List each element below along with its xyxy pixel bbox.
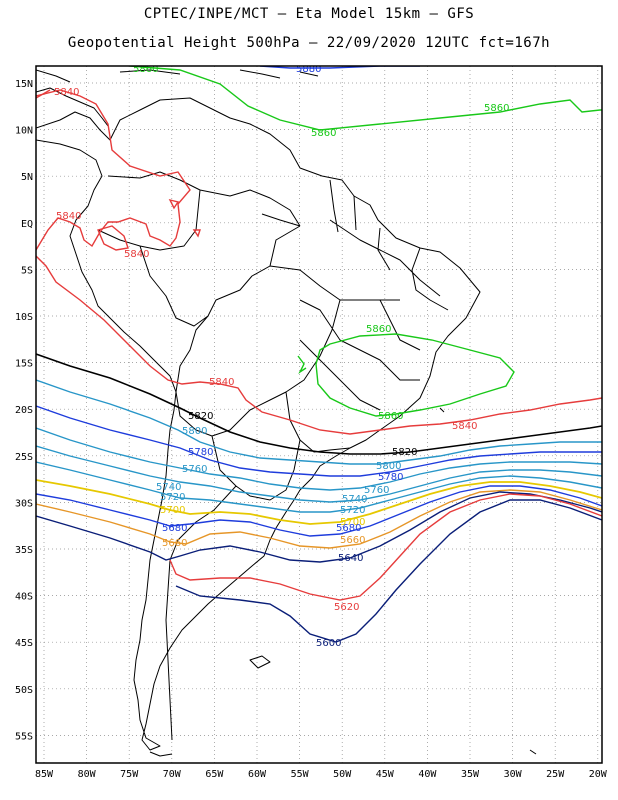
contour-label: 5700 (160, 505, 185, 516)
contour-5700 (36, 479, 602, 525)
chart-subtitle: Geopotential Height 500hPa – 22/09/2020 … (67, 35, 551, 51)
lon-tick-label: 60W (248, 769, 267, 780)
contour-label: 5800 (376, 461, 401, 472)
lon-tick-label: 85W (35, 769, 54, 780)
contour-label: 5840 (452, 421, 477, 432)
lon-tick-label: 25W (546, 769, 565, 780)
contour-label: 5820 (392, 447, 417, 458)
lat-tick-label: 30S (15, 498, 33, 509)
lat-tick-label: 50S (15, 685, 33, 696)
contour-label: 5840 (209, 377, 234, 388)
lon-tick-label: 40W (418, 769, 437, 780)
lon-tick-label: 70W (163, 769, 182, 780)
contour-label: 5760 (182, 464, 207, 475)
contour-5840-mid (36, 255, 602, 435)
lat-tick-label: 45S (15, 638, 33, 649)
contour-label: 5860 (366, 324, 391, 335)
contour-label: 5740 (342, 494, 367, 505)
lat-tick-label: 15S (15, 359, 33, 370)
contour-label: 5700 (340, 517, 365, 528)
contour-label: 5720 (340, 505, 365, 516)
graticule (36, 66, 602, 763)
contour-5860-brazil (315, 333, 515, 417)
contour-5780 (36, 405, 602, 477)
contour-label: 5800 (182, 426, 207, 437)
contour-5660 (36, 489, 602, 549)
lat-tick-label: 35S (15, 545, 33, 556)
lat-tick-label: 10S (15, 312, 33, 323)
contour-layer (36, 66, 602, 643)
lat-tick-label: 55S (15, 731, 33, 742)
contour-label: 5640 (338, 553, 363, 564)
contour-5800 (36, 379, 602, 465)
contour-label: 5780 (378, 472, 403, 483)
lat-tick-label: 5S (21, 265, 33, 276)
contour-5760 (36, 427, 602, 491)
lat-tick-label: 15N (15, 79, 33, 90)
contour-5740 (36, 445, 602, 503)
latitude-labels: 15N 10N 5N EQ 5S 10S 15S 20S 25S 30S 35S 40S 45S 50S 5… (15, 79, 33, 742)
contour-label: 5600 (316, 638, 341, 649)
contour-label: 5860 (484, 103, 509, 114)
lon-tick-label: 50W (333, 769, 352, 780)
contour-5840-loop (97, 225, 129, 251)
lon-tick-label: 45W (376, 769, 395, 780)
contour-label: 5780 (188, 447, 213, 458)
map-frame (35, 65, 603, 764)
contour-label: 5820 (188, 411, 213, 422)
contour-label: 5860 (311, 128, 336, 139)
lon-tick-label: 30W (504, 769, 523, 780)
lon-tick-label: 55W (291, 769, 310, 780)
lat-tick-label: 5N (21, 172, 33, 183)
contour-label: 5840 (56, 211, 81, 222)
contour-label: 5740 (156, 482, 181, 493)
south-america-coast (36, 97, 481, 751)
contour-5880-top (259, 66, 420, 69)
lon-tick-label: 80W (78, 769, 97, 780)
lon-tick-label: 20W (589, 769, 608, 780)
contour-label: 5680 (336, 523, 361, 534)
lon-tick-label: 35W (461, 769, 480, 780)
contour-5860-north (129, 66, 602, 131)
contour-label: 5680 (162, 523, 187, 534)
longitude-labels: 85W 80W 75W 70W 65W 60W 55W 50W 45W 40W 35W 30W 25W 2… (35, 769, 608, 780)
contour-5600 (175, 499, 602, 643)
lat-tick-label: 25S (15, 452, 33, 463)
contour-label: 5760 (364, 485, 389, 496)
contour-label: 5620 (334, 602, 359, 613)
lon-tick-label: 65W (205, 769, 224, 780)
contour-label: 5860 (133, 64, 158, 75)
contour-label: 5660 (340, 535, 365, 546)
chart-title: CPTEC/INPE/MCT – Eta Model 15km – GFS (143, 6, 475, 22)
contour-label: 5860 (378, 411, 403, 422)
coastline-layer (36, 69, 537, 757)
lat-tick-label: EQ (21, 219, 33, 230)
contour-label: 5840 (124, 249, 149, 260)
central-america-coast (36, 87, 109, 127)
contour-5640 (36, 491, 602, 563)
contour-5620 (169, 493, 602, 601)
contour-label: 5720 (160, 492, 185, 503)
lat-tick-label: 10N (15, 126, 33, 137)
contour-label-layer: 5860 5880 5860 5860 5840 5840 5840 5860 … (54, 64, 509, 649)
lat-tick-label: 40S (15, 592, 33, 603)
contour-label: 5840 (54, 87, 79, 98)
lon-tick-label: 75W (120, 769, 139, 780)
contour-5680 (36, 485, 602, 537)
contour-5820 (36, 353, 602, 455)
lat-tick-label: 20S (15, 405, 33, 416)
contour-5840-north (36, 89, 191, 251)
contour-label: 5660 (162, 538, 187, 549)
contour-label: 5880 (296, 64, 321, 75)
contour-5720 (36, 461, 602, 513)
country-borders (97, 171, 449, 741)
